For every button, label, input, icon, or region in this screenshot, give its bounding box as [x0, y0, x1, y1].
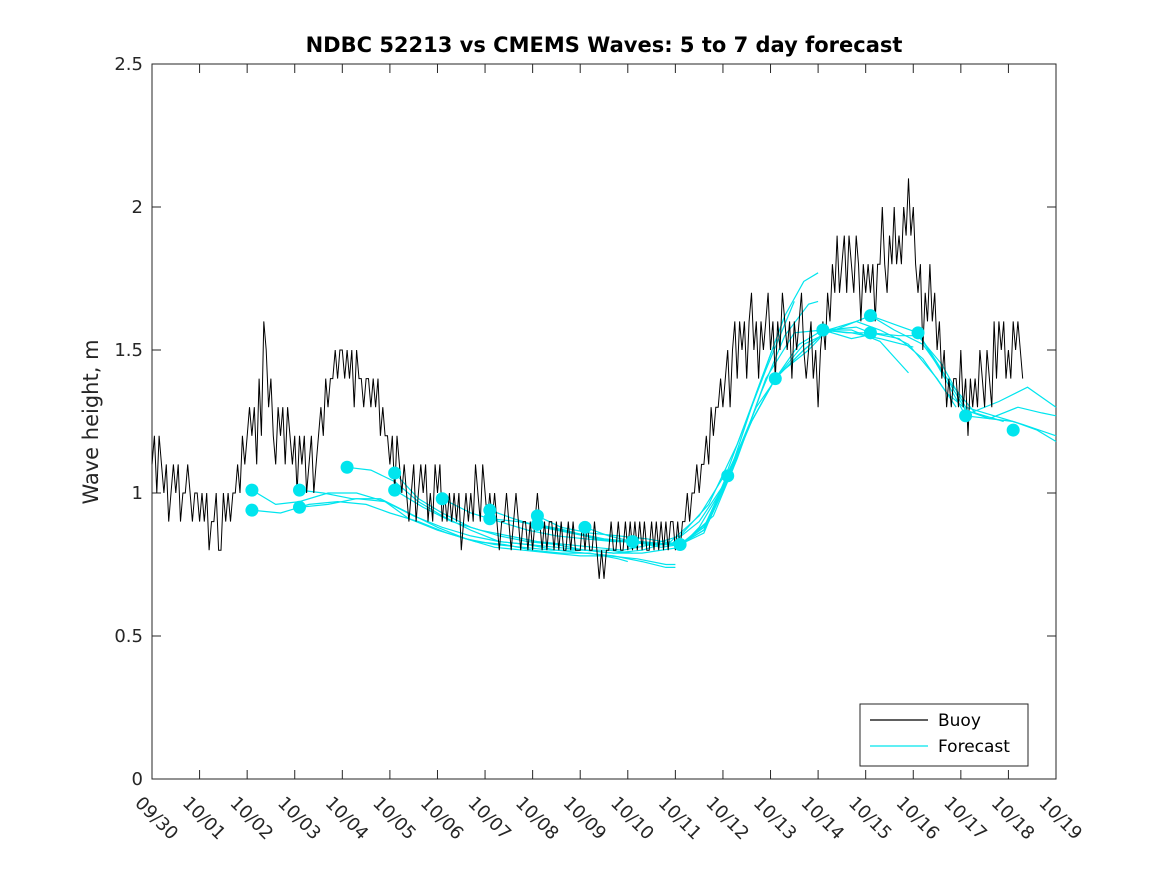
forecast-marker [959, 409, 973, 423]
forecast-line [394, 301, 795, 551]
forecast-marker [292, 483, 306, 497]
x-tick-label: 10/16 [892, 793, 944, 845]
x-tick-label: 10/12 [701, 793, 753, 845]
forecast-marker [483, 512, 497, 526]
forecast-marker [863, 309, 877, 323]
forecast-line [822, 329, 1057, 414]
y-tick-label: 1.5 [114, 340, 143, 361]
forecast-marker [292, 500, 306, 514]
forecast-line [679, 326, 1057, 546]
y-tick-label: 1 [132, 483, 143, 504]
forecast-marker [911, 326, 925, 340]
x-tick-label: 10/19 [1034, 793, 1086, 845]
x-tick-label: 10/18 [987, 793, 1039, 845]
x-tick-label: 10/09 [559, 793, 611, 845]
x-tick-label: 10/17 [939, 793, 991, 845]
x-tick-label: 10/04 [321, 793, 373, 845]
forecast-marker [245, 483, 259, 497]
legend: Buoy Forecast [859, 703, 1029, 767]
x-tick-label: 10/15 [844, 793, 896, 845]
legend-label-forecast: Forecast [938, 737, 1010, 757]
forecast-marker [340, 460, 354, 474]
y-tick-label: 0.5 [114, 626, 143, 647]
forecast-marker [435, 492, 449, 506]
x-tick-label: 10/08 [511, 793, 563, 845]
x-tick-label: 10/05 [368, 793, 420, 845]
x-tick-label: 10/10 [606, 793, 658, 845]
forecast-marker [388, 466, 402, 480]
y-tick-label: 0 [132, 769, 143, 790]
forecast-marker [388, 483, 402, 497]
chart-title: NDBC 52213 vs CMEMS Waves: 5 to 7 day fo… [306, 33, 903, 57]
forecast-marker [1006, 423, 1020, 437]
forecast-marker [245, 503, 259, 517]
forecast-marker [626, 535, 640, 549]
x-tick-label: 10/11 [654, 793, 706, 845]
x-tick-label: 10/03 [273, 793, 325, 845]
plot-area [151, 63, 1057, 780]
forecast-marker [721, 469, 735, 483]
x-tick-label: 10/07 [464, 793, 516, 845]
forecast-marker [530, 517, 544, 531]
legend-box [859, 703, 1029, 767]
forecast-marker [673, 537, 687, 551]
y-tick-label: 2 [132, 197, 143, 218]
legend-label-buoy: Buoy [938, 711, 981, 731]
forecast-marker [863, 326, 877, 340]
forecast-marker [816, 323, 830, 337]
x-tick-label: 10/02 [226, 793, 278, 845]
y-tick-label: 2.5 [114, 54, 143, 75]
x-tick-label: 09/30 [130, 793, 182, 845]
x-tick-label: 10/13 [749, 793, 801, 845]
forecast-marker [768, 372, 782, 386]
forecast-marker [578, 520, 592, 534]
x-tick-label: 10/14 [797, 793, 849, 845]
x-tick-label: 10/06 [416, 793, 468, 845]
x-tick-label: 10/01 [178, 793, 230, 845]
y-axis-label: Wave height, m [79, 339, 103, 504]
